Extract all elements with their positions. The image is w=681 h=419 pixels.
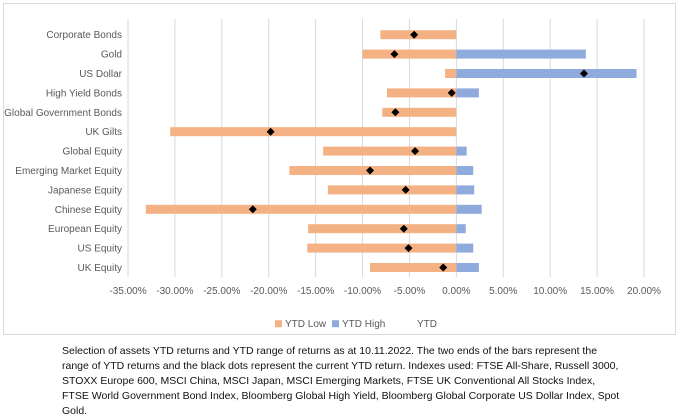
ytd-markers <box>248 30 588 272</box>
ytd-low-bar <box>370 263 457 272</box>
x-tick-labels: -35.00% -30.00% -25.00% -20.00% -15.00% -10.0… <box>109 286 661 297</box>
ytd-high-bar <box>456 263 479 272</box>
ytd-marker <box>579 69 588 78</box>
x-tick-label: 20.00% <box>627 286 661 297</box>
chart-caption: Selection of assets YTD returns and YTD … <box>62 345 620 417</box>
chart-frame: Corporate Bonds Gold US Dollar High Yield B… <box>3 3 676 335</box>
category-label: Japanese Equity <box>48 185 122 196</box>
ytd-marker <box>366 166 375 175</box>
x-tick-label: -35.00% <box>109 286 146 297</box>
category-labels: Corporate Bonds Gold US Dollar High Yield B… <box>4 30 123 274</box>
ytd-marker <box>411 147 420 156</box>
category-label: US Equity <box>78 244 122 255</box>
category-label: Corporate Bonds <box>46 30 122 41</box>
ytd-low-bar <box>308 224 457 234</box>
ytd-marker <box>439 263 448 272</box>
ytd-low-bar <box>145 204 457 214</box>
ytd-low-bar <box>323 146 457 156</box>
x-tick-label: -10.00% <box>344 286 381 297</box>
ytd-high-bar <box>456 69 637 78</box>
x-tick-label: -15.00% <box>297 286 334 297</box>
x-tick-label: 0.00% <box>442 286 470 297</box>
ytd-marker <box>447 88 456 97</box>
ytd-marker <box>266 127 275 136</box>
x-tick-label: -5.00% <box>394 286 426 297</box>
ytd-high-bar <box>456 146 467 156</box>
category-label: European Equity <box>48 224 122 235</box>
legend-swatch <box>275 320 282 328</box>
ytd-marker <box>404 244 413 253</box>
legend-label: YTD Low <box>285 319 327 330</box>
ytd-marker <box>410 30 419 39</box>
ytd-low-bar <box>307 243 457 253</box>
x-tick-label: 15.00% <box>580 286 614 297</box>
ytd-high-bar <box>456 224 466 234</box>
category-label: Global Equity <box>63 147 122 158</box>
legend-swatch <box>332 320 339 328</box>
ytd-high-bar <box>456 204 482 214</box>
ytd-range-chart: Corporate Bonds Gold US Dollar High Yield B… <box>4 19 661 330</box>
legend-label: YTD <box>417 319 437 330</box>
ytd-low-bar <box>386 88 457 98</box>
bars <box>145 30 637 272</box>
category-label: Global Government Bonds <box>4 108 122 119</box>
x-tick-label: -30.00% <box>156 286 193 297</box>
ytd-low-bar <box>380 30 457 40</box>
category-label: Chinese Equity <box>55 205 122 216</box>
ytd-marker <box>390 50 399 59</box>
ytd-high-bar <box>456 243 474 253</box>
ytd-high-bar <box>456 166 474 175</box>
ytd-low-bar <box>327 185 457 195</box>
ytd-low-bar <box>445 69 457 78</box>
category-label: High Yield Bonds <box>46 88 122 99</box>
ytd-high-bar <box>456 49 586 59</box>
legend-label: YTD High <box>342 319 385 330</box>
category-label: US Dollar <box>79 69 122 80</box>
legend: YTD Low YTD High YTD <box>275 319 437 330</box>
x-tick-label: 5.00% <box>489 286 517 297</box>
ytd-marker <box>391 108 400 117</box>
ytd-marker <box>248 205 257 214</box>
ytd-marker <box>401 185 410 194</box>
ytd-high-bar <box>456 185 475 195</box>
ytd-low-bar <box>362 49 457 59</box>
ytd-high-bar <box>456 88 479 98</box>
category-label: Emerging Market Equity <box>15 166 122 177</box>
category-label: UK Equity <box>78 263 122 274</box>
x-tick-label: -20.00% <box>250 286 287 297</box>
x-tick-label: 10.00% <box>533 286 567 297</box>
category-label: UK Gilts <box>85 127 122 138</box>
ytd-low-bar <box>170 127 457 137</box>
x-tick-label: -25.00% <box>203 286 240 297</box>
category-label: Gold <box>101 50 122 61</box>
ytd-low-bar <box>382 107 457 117</box>
ytd-marker <box>399 224 408 233</box>
